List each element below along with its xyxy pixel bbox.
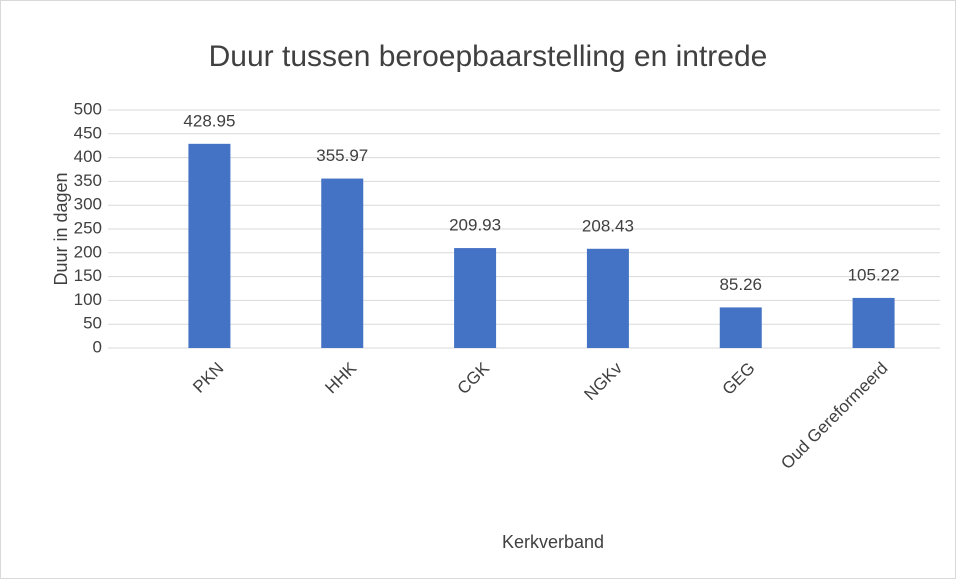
y-tick-label: 250	[74, 218, 102, 237]
y-tick-label: 350	[74, 171, 102, 190]
y-tick-label: 300	[74, 195, 102, 214]
y-tick-label: 100	[74, 290, 102, 309]
bar	[454, 248, 497, 348]
y-tick-label: 400	[74, 147, 102, 166]
bar	[719, 307, 762, 348]
y-tick-label: 450	[74, 123, 102, 142]
data-label: 105.22	[848, 265, 900, 284]
bar	[188, 143, 231, 348]
y-tick-label: 500	[74, 99, 102, 118]
y-tick-label: 200	[74, 242, 102, 261]
data-label: 428.95	[183, 111, 235, 130]
bar	[586, 248, 629, 348]
y-tick-label: 50	[83, 314, 102, 333]
bar	[321, 178, 364, 348]
x-axis-label: Kerkverband	[502, 532, 604, 552]
data-label: 355.97	[316, 146, 368, 165]
data-label: 208.43	[582, 216, 634, 235]
data-label: 209.93	[449, 216, 501, 235]
bar	[852, 297, 895, 348]
y-tick-label: 0	[93, 337, 102, 356]
y-axis-label: Duur in dagen	[51, 172, 71, 285]
chart-title: Duur tussen beroepbaarstelling en intred…	[209, 40, 768, 73]
data-label: 85.26	[719, 275, 762, 294]
y-tick-label: 150	[74, 266, 102, 285]
